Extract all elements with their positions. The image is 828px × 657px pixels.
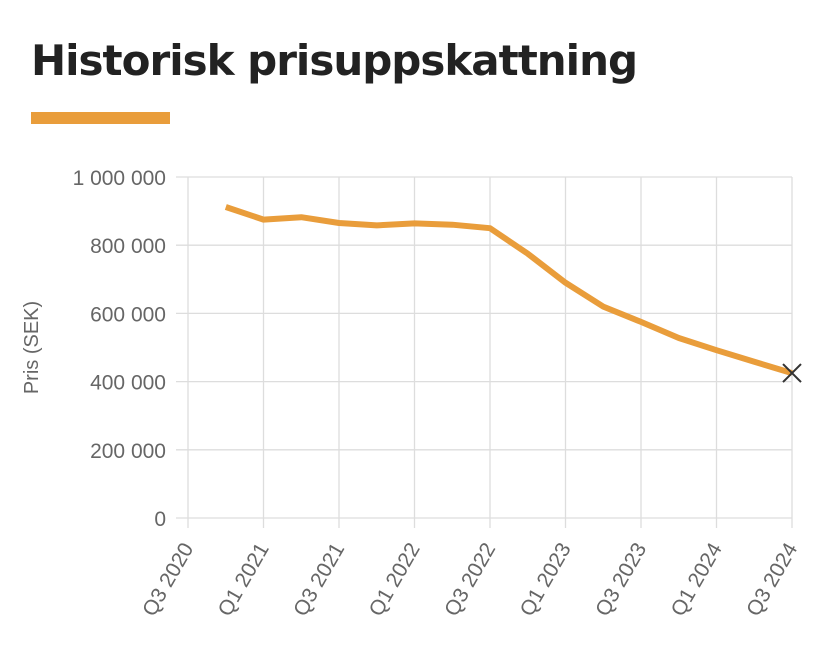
title-accent-bar: [31, 112, 170, 124]
x-tick-label: Q3 2024: [742, 539, 802, 621]
x-tick-label: Q1 2024: [667, 539, 727, 621]
grid-lines: [176, 176, 793, 528]
x-tick-label: Q1 2021: [214, 539, 274, 620]
y-axis-tick-labels: 0 200 000 400 000 600 000 800 000 1 000 000: [73, 167, 166, 531]
x-tick-label: Q1 2022: [365, 539, 425, 620]
y-tick-label: 600 000: [90, 303, 166, 326]
series-layer: [224, 204, 802, 383]
y-tick-label: 1 000 000: [73, 167, 166, 190]
x-tick-label: Q1 2023: [516, 539, 576, 620]
y-tick-label: 400 000: [90, 372, 166, 395]
x-tick-label: Q3 2023: [591, 539, 651, 620]
page-title: Historisk prisuppskattning: [31, 36, 638, 85]
y-axis-title: Pris (SEK): [21, 301, 43, 394]
x-axis-tick-labels: Q3 2020 Q1 2021 Q3 2021 Q1 2022 Q3 2022 Q1 20…: [138, 539, 802, 621]
y-tick-label: 800 000: [90, 235, 166, 258]
series-line: [224, 204, 793, 376]
x-tick-label: Q3 2020: [138, 539, 198, 620]
x-tick-label: Q3 2021: [289, 539, 349, 620]
y-tick-label: 200 000: [90, 440, 166, 463]
x-tick-label: Q3 2022: [440, 539, 500, 620]
last-point-marker: [782, 363, 802, 383]
y-tick-label: 0: [154, 508, 166, 531]
